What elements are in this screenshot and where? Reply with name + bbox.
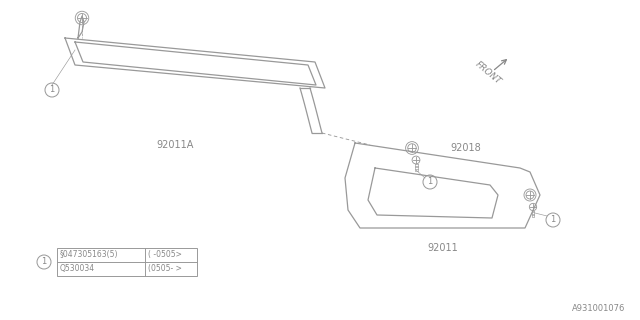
Bar xyxy=(57,248,197,276)
Text: 1: 1 xyxy=(42,258,47,267)
Text: 1: 1 xyxy=(49,85,54,94)
Text: ( -0505>: ( -0505> xyxy=(148,251,182,260)
Text: 92011A: 92011A xyxy=(156,140,194,150)
Text: 92011: 92011 xyxy=(428,243,458,253)
Text: FRONT: FRONT xyxy=(474,60,502,86)
Text: (0505- >: (0505- > xyxy=(148,265,182,274)
Text: 92018: 92018 xyxy=(450,143,481,153)
Text: 1: 1 xyxy=(550,215,556,225)
Text: §047305163(5): §047305163(5) xyxy=(60,251,118,260)
Text: 1: 1 xyxy=(428,178,433,187)
Text: A931001076: A931001076 xyxy=(572,304,625,313)
Text: Q530034: Q530034 xyxy=(60,265,95,274)
